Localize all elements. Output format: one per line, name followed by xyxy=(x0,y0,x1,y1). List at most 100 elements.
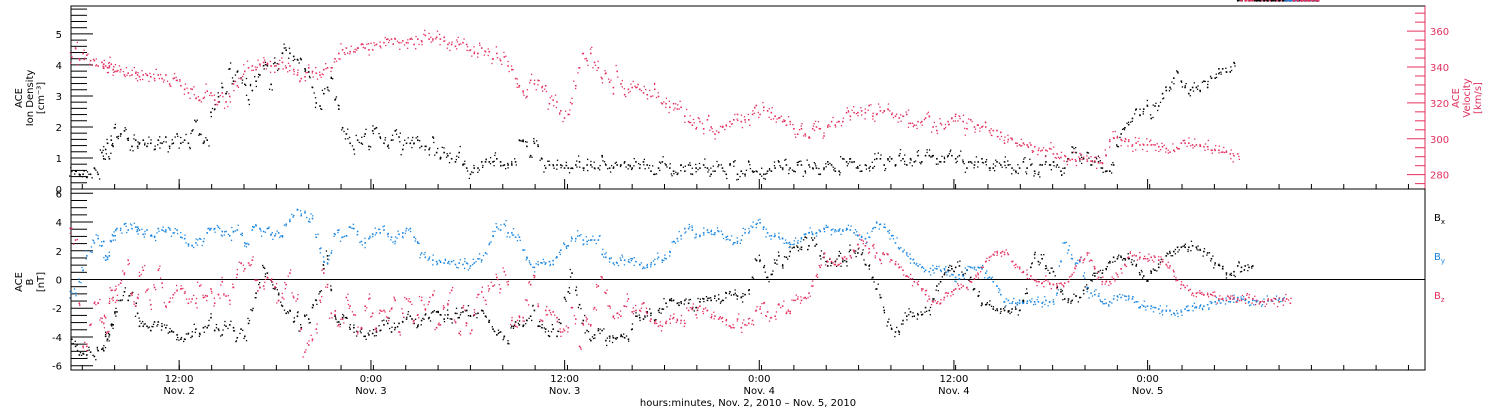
field-bx-point xyxy=(1182,245,1184,248)
field-bx-point xyxy=(285,312,287,315)
field-by-point xyxy=(1109,301,1111,303)
field-bx-point xyxy=(1100,276,1102,279)
field-bx-point xyxy=(1190,250,1192,252)
density-point xyxy=(519,139,521,142)
density-point xyxy=(788,172,790,175)
field-by-point xyxy=(93,240,95,242)
field-bz-point xyxy=(544,309,547,312)
field-bx-point xyxy=(729,290,731,293)
field-by-point xyxy=(210,227,212,230)
field-bx-point xyxy=(944,272,946,274)
field-by-point xyxy=(674,242,677,244)
field-bx-point xyxy=(483,312,485,314)
field-bz-point xyxy=(202,296,205,299)
field-bx-point xyxy=(1031,262,1033,264)
field-bx-point xyxy=(924,311,926,313)
density-point xyxy=(639,163,641,166)
field-bz-point xyxy=(673,313,675,315)
density-point xyxy=(86,176,89,178)
density-point xyxy=(631,167,634,169)
density-point xyxy=(1150,117,1153,120)
field-by-point xyxy=(765,236,767,238)
velocity-point xyxy=(306,71,308,74)
velocity-point xyxy=(484,50,487,53)
density-point xyxy=(982,162,985,164)
field-by-point xyxy=(105,255,107,258)
density-point xyxy=(597,167,600,169)
field-by-point xyxy=(855,234,857,236)
field-bz-point xyxy=(360,328,362,330)
field-bx-point xyxy=(533,309,536,312)
density-point xyxy=(889,156,891,158)
field-bx-point xyxy=(620,335,623,337)
field-by-point xyxy=(343,235,346,238)
density-point xyxy=(659,162,662,164)
field-bx-point xyxy=(774,262,776,264)
field-bx-point xyxy=(461,307,463,309)
field-bx-point xyxy=(569,292,571,294)
density-point xyxy=(102,157,105,160)
field-bz-point xyxy=(574,323,577,325)
density-point xyxy=(1306,0,1308,2)
density-point xyxy=(288,57,290,59)
velocity-point xyxy=(555,106,557,109)
field-bx-point xyxy=(105,331,107,333)
velocity-point xyxy=(545,90,548,93)
field-bx-point xyxy=(705,296,708,298)
field-by-point xyxy=(164,231,166,233)
density-point xyxy=(646,164,649,166)
field-bz-point xyxy=(492,285,494,287)
velocity-point xyxy=(793,128,795,130)
field-by-point xyxy=(836,230,838,232)
velocity-point xyxy=(992,129,995,132)
field-by-point xyxy=(975,269,977,271)
field-by-point xyxy=(857,234,859,237)
field-bx-point xyxy=(157,323,159,326)
field-bz-point xyxy=(163,301,166,304)
field-by-point xyxy=(714,234,716,236)
field-by-point xyxy=(1141,304,1143,306)
density-point xyxy=(116,136,118,138)
density-point xyxy=(781,167,784,169)
field-by-point xyxy=(726,235,729,238)
density-point xyxy=(314,106,317,109)
field-bx-point xyxy=(222,329,224,331)
velocity-point xyxy=(1232,153,1234,155)
field-bx-point xyxy=(951,268,953,270)
field-by-point xyxy=(752,221,754,223)
field-by-point xyxy=(1289,0,1291,2)
field-bx-point xyxy=(1225,272,1228,274)
density-point xyxy=(244,83,246,86)
field-bz-point xyxy=(596,286,598,288)
field-by-point xyxy=(691,229,694,231)
density-point xyxy=(531,156,533,158)
field-bx-point xyxy=(559,322,562,325)
density-point xyxy=(804,170,807,172)
field-bx-point xyxy=(1094,272,1096,274)
field-bz-point xyxy=(605,292,607,295)
field-bz-point xyxy=(271,278,273,280)
density-point xyxy=(560,167,562,169)
field-bz-point xyxy=(905,275,908,277)
velocity-point xyxy=(974,128,977,130)
velocity-point xyxy=(917,120,919,123)
density-point xyxy=(108,157,111,160)
top-time-ticks xyxy=(81,179,1409,189)
velocity-point xyxy=(842,117,845,119)
field-bx-point xyxy=(830,262,833,264)
field-bz-point xyxy=(604,291,606,293)
field-by-point xyxy=(677,240,679,242)
velocity-point xyxy=(74,47,77,49)
field-bx-point xyxy=(597,328,599,330)
field-bz-point xyxy=(954,288,957,290)
field-bx-point xyxy=(759,260,761,263)
field-bx-point xyxy=(314,299,317,301)
velocity-point xyxy=(1048,147,1051,150)
field-bx-point xyxy=(835,265,838,267)
velocity-point xyxy=(316,78,319,80)
field-bz-point xyxy=(182,287,184,290)
field-bz-point xyxy=(593,308,595,310)
field-bx-point xyxy=(336,321,338,323)
field-bx-point xyxy=(80,354,83,357)
field-bz-point xyxy=(264,278,267,281)
